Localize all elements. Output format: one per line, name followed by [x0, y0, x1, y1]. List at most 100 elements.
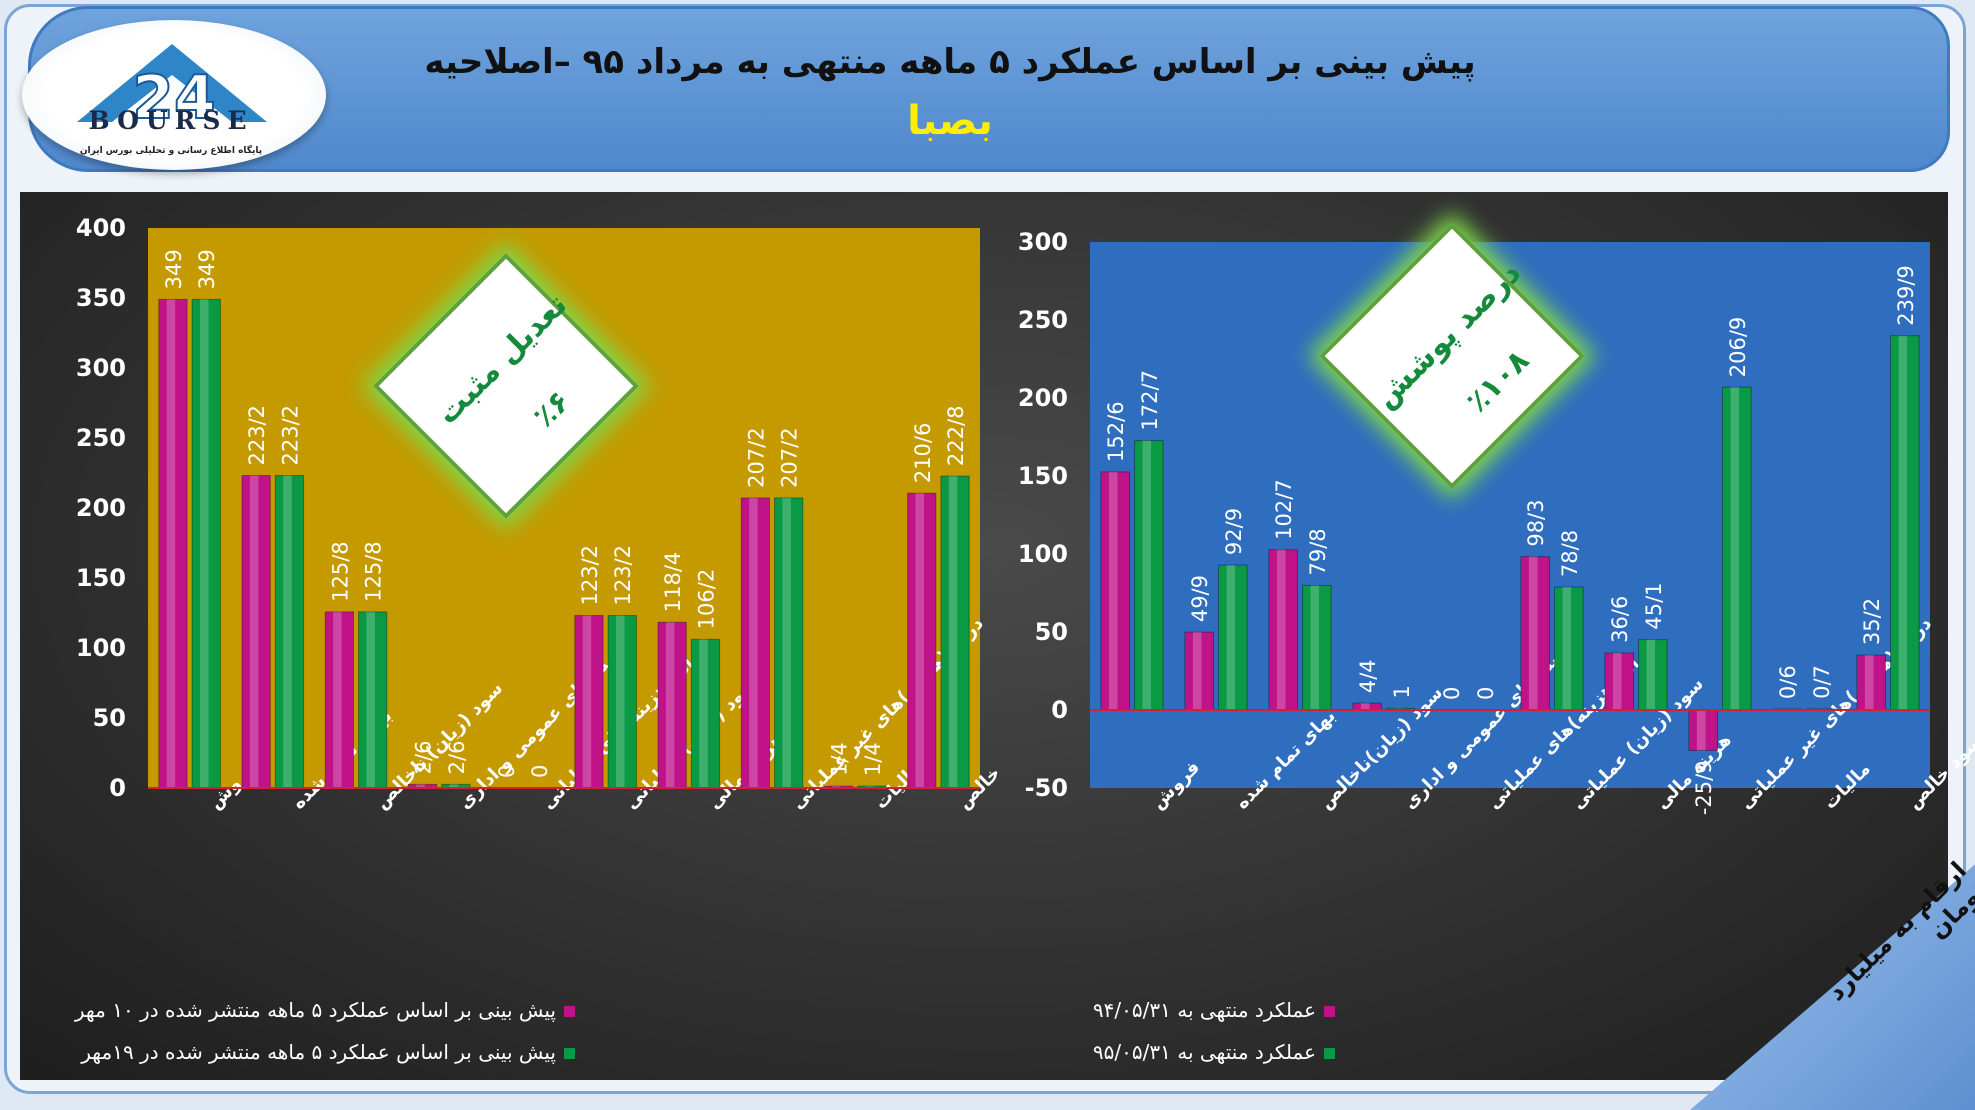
right-chart-bar-shine — [1696, 710, 1706, 751]
right-chart-y-tick: -50 — [1025, 774, 1068, 802]
logo-tagline: پایگاه اطلاع رسانی و تحلیلی بورس ایران — [79, 146, 263, 156]
left-chart-data-label: 0 — [528, 765, 552, 778]
left-chart-bar-shine — [416, 784, 425, 788]
right-chart-bar — [1134, 440, 1164, 711]
right-chart-bar-shine — [1646, 639, 1656, 710]
page-title: پیش بینی بر اساس عملکرد ۵ ماهه منتهی به … — [424, 42, 1476, 82]
legend-swatch-green — [1324, 1048, 1335, 1059]
right-chart-data-label: 1 — [1390, 685, 1414, 698]
left-chart-data-label: 1/4 — [861, 742, 885, 776]
legend-swatch-green — [564, 1048, 575, 1059]
left-chart-data-label: 349 — [195, 249, 219, 289]
left-chart-bar-shine — [249, 475, 259, 788]
left-chart-bar-shine — [283, 475, 292, 788]
left-chart-bar-shine — [782, 497, 791, 788]
right-chart-bar-shine — [1276, 549, 1286, 710]
left-chart-bar-shine — [915, 493, 925, 788]
left-chart-y-tick: 400 — [76, 214, 126, 242]
logo-number: 24 — [132, 63, 216, 130]
right-legend-label-2: عملکرد منتهی به ۹۵/۰۵/۳۱ — [1092, 1040, 1316, 1064]
right-chart-bar-shine — [1310, 585, 1320, 710]
right-legend-label-1: عملکرد منتهی به ۹۴/۰۵/۳۱ — [1092, 998, 1316, 1022]
left-chart-y-tick: 350 — [76, 284, 126, 312]
left-chart-bar — [357, 611, 388, 789]
right-chart-data-label: 35/2 — [1860, 598, 1884, 645]
left-legend-item-1: پیش بینی بر اساس عملکرد ۵ ماهه منتشر شده… — [75, 998, 575, 1022]
right-chart-data-label: 0 — [1440, 687, 1464, 700]
left-chart-y-tick: 150 — [76, 564, 126, 592]
left-chart-bar — [191, 298, 221, 789]
legend-swatch-magenta — [1324, 1006, 1335, 1017]
left-chart-data-label: 222/8 — [944, 406, 968, 467]
right-chart-data-label: 152/6 — [1104, 401, 1128, 462]
left-legend-label-1: پیش بینی بر اساس عملکرد ۵ ماهه منتشر شده… — [74, 998, 556, 1022]
right-chart-y-tick: 200 — [1018, 384, 1068, 412]
left-chart-y-tick: 100 — [76, 634, 126, 662]
left-chart-y-tick: 250 — [76, 424, 126, 452]
left-chart-bar — [607, 615, 637, 789]
right-chart-bar-shine — [1562, 587, 1572, 710]
left-chart-data-label: 1/4 — [828, 742, 852, 776]
left-chart-bar-shine — [582, 615, 592, 788]
logo: 24 — [22, 20, 326, 170]
right-chart-bar-shine — [1612, 652, 1622, 710]
left-chart-bar-shine — [366, 611, 375, 788]
right-legend-item-1: عملکرد منتهی به ۹۴/۰۵/۳۱ — [1093, 998, 1335, 1022]
right-chart-data-label: 0 — [1474, 687, 1498, 700]
right-chart-bar — [1302, 585, 1332, 711]
left-legend-item-2: پیش بینی بر اساس عملکرد ۵ ماهه منتشر شده… — [81, 1040, 575, 1064]
right-chart-data-label: 0/6 — [1776, 665, 1800, 699]
left-chart-bar — [657, 621, 687, 789]
right-chart-data-label: 0/7 — [1810, 665, 1834, 699]
right-chart-bar-shine — [1898, 335, 1908, 710]
header-banner — [28, 6, 1950, 172]
right-legend-item-2: عملکرد منتهی به ۹۵/۰۵/۳۱ — [1093, 1040, 1335, 1064]
right-chart-y-tick: 250 — [1018, 306, 1068, 334]
left-chart-data-label: 207/2 — [744, 427, 768, 488]
right-chart-data-label: 239/9 — [1894, 265, 1918, 326]
logo-mark-icon: 24 — [77, 44, 267, 130]
right-chart-data-label: 78/8 — [1558, 530, 1582, 577]
right-chart-bar — [1100, 471, 1130, 711]
right-chart-bar-shine — [1142, 440, 1152, 710]
right-chart-data-label: 206/9 — [1726, 317, 1750, 378]
right-chart-data-label: 98/3 — [1524, 499, 1548, 546]
left-chart-y-tick: 200 — [76, 494, 126, 522]
left-chart-bar-shine — [333, 611, 342, 788]
right-chart-y-tick: 0 — [1051, 696, 1068, 724]
right-chart-y-tick: 50 — [1035, 618, 1068, 646]
left-chart-bar-shine — [616, 615, 625, 788]
left-chart-data-label: 125/8 — [328, 541, 352, 602]
left-chart-bar — [690, 638, 721, 789]
left-chart-bar — [773, 497, 804, 789]
right-chart-y-tick: 150 — [1018, 462, 1068, 490]
left-chart-bar-shine — [699, 639, 708, 788]
left-chart-y-tick: 50 — [93, 704, 126, 732]
page-subtitle: بصبا — [907, 98, 993, 144]
left-chart-data-label: 106/2 — [694, 569, 718, 630]
left-chart-bar — [907, 492, 937, 789]
right-chart-bar-shine — [1528, 556, 1538, 710]
left-chart-data-label: 223/2 — [245, 405, 269, 466]
left-chart-bar — [940, 475, 970, 789]
right-chart-bar — [1218, 564, 1248, 711]
right-chart-bar — [1520, 556, 1550, 711]
legend-swatch-magenta — [564, 1006, 575, 1017]
left-chart-bar-shine — [665, 622, 675, 788]
left-chart-y-tick: 300 — [76, 354, 126, 382]
left-chart-bar-shine — [449, 784, 459, 788]
left-chart-data-label: 2/6 — [445, 741, 469, 775]
right-chart-bar — [1268, 549, 1298, 711]
right-chart-y-tick: 100 — [1018, 540, 1068, 568]
right-chart-bar-shine — [1226, 565, 1236, 710]
left-chart-y-tick: 0 — [109, 774, 126, 802]
left-chart-data-label: 0 — [495, 765, 519, 778]
right-chart-data-label: 45/1 — [1642, 582, 1666, 629]
right-chart-bar — [1890, 335, 1920, 711]
right-chart-bar — [1688, 709, 1718, 751]
right-chart-data-label: 36/6 — [1608, 596, 1632, 643]
right-chart-data-label: 92/9 — [1222, 508, 1246, 555]
left-chart-bar — [241, 475, 271, 789]
